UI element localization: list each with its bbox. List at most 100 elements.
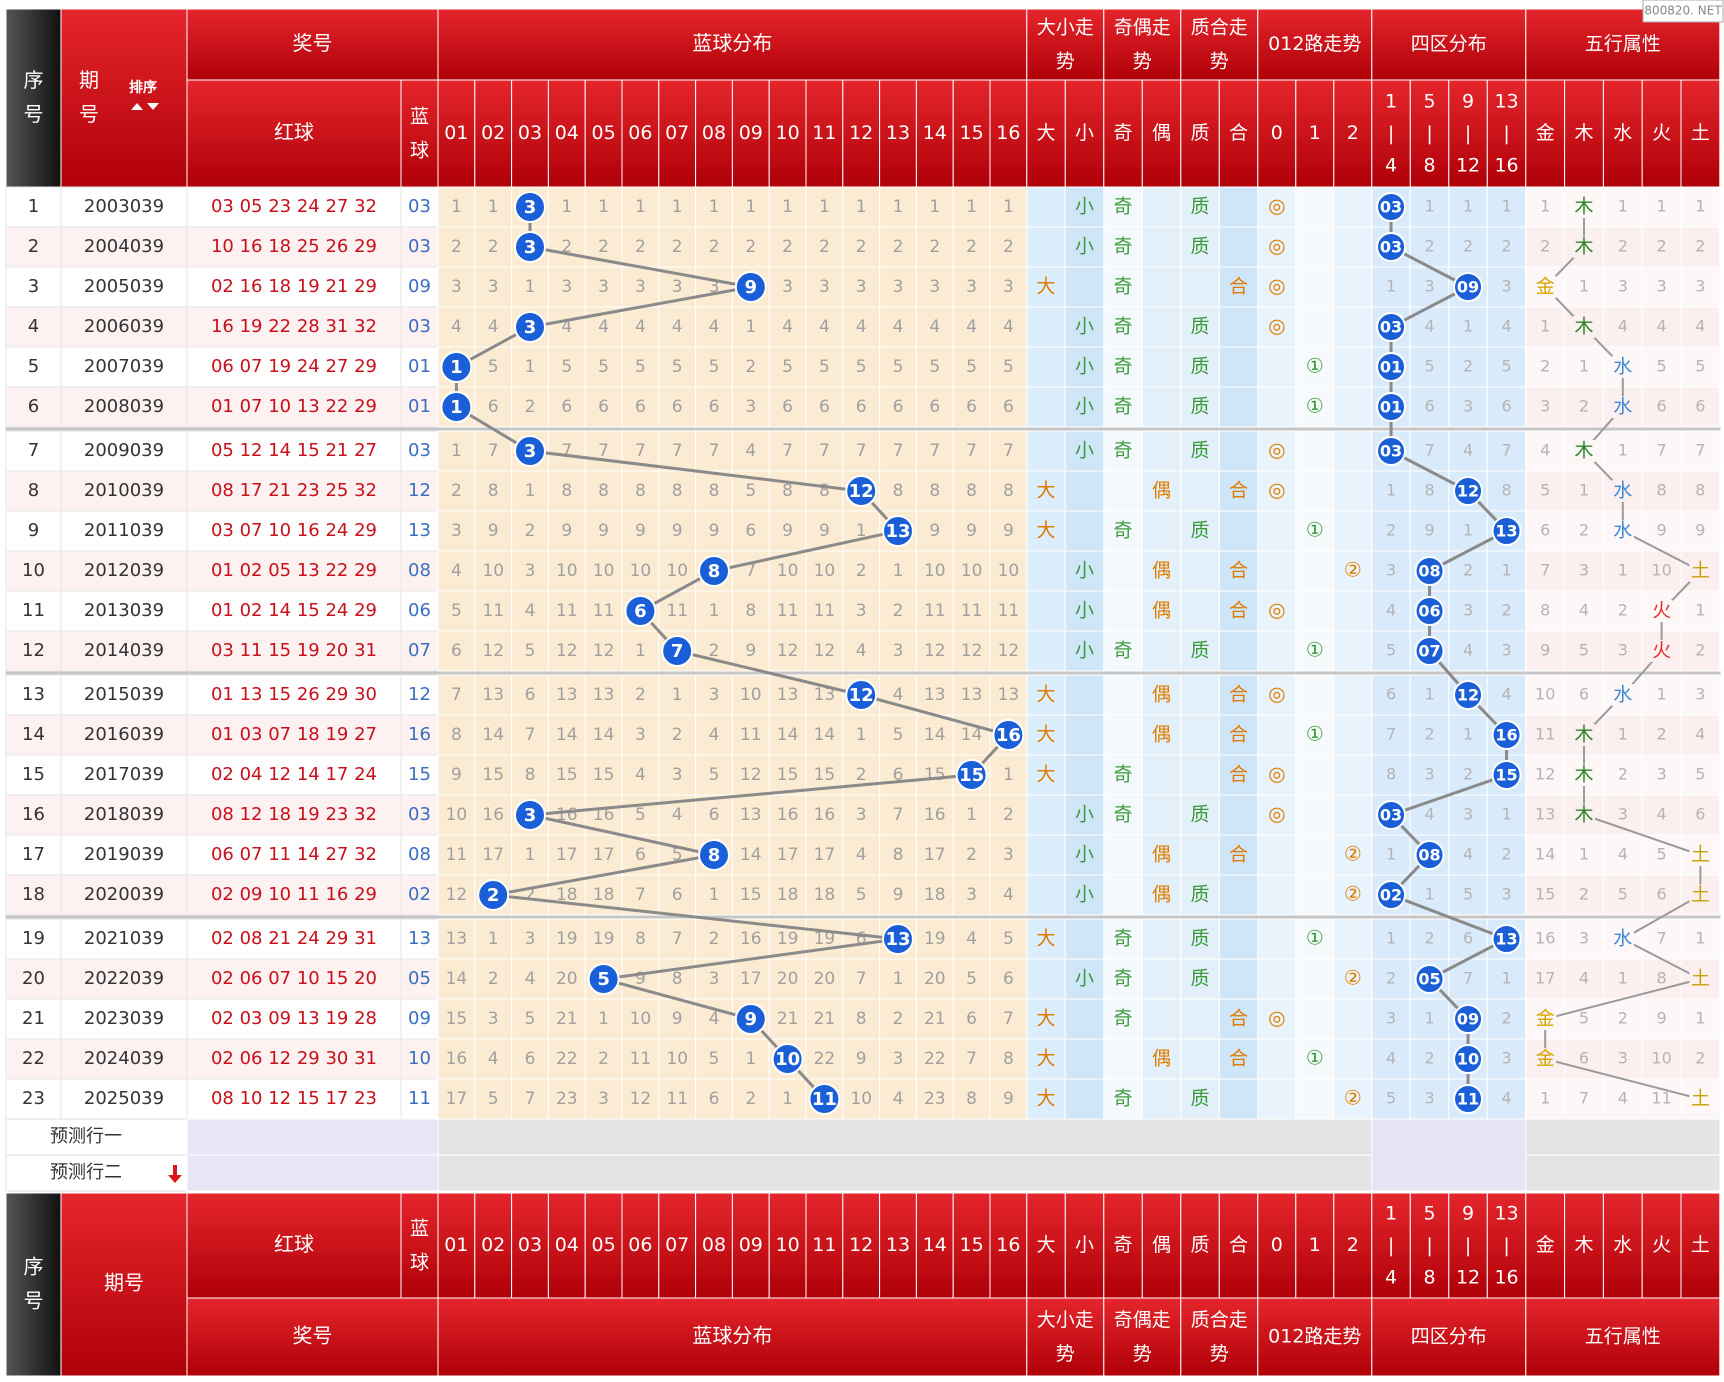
element-hit: 金 [1536, 1008, 1555, 1030]
predict-label[interactable]: 预测行一 [50, 1126, 122, 1147]
miss-count: 4 [893, 1089, 904, 1109]
miss-count: 8 [745, 601, 756, 621]
element-hit: 火 [1652, 600, 1671, 622]
element-cell [1680, 510, 1721, 552]
miss-cell [584, 674, 623, 716]
zone-cell [1486, 550, 1527, 592]
road-cell [1295, 470, 1335, 512]
zone-cell [1486, 346, 1527, 388]
parity-mark: 奇 [1114, 804, 1133, 826]
row-cell [60, 958, 188, 1000]
miss-cell [695, 1078, 733, 1120]
row-cell [60, 834, 188, 876]
road-cell [1257, 470, 1297, 512]
miss-cell [695, 430, 733, 472]
miss-count: 11 [998, 601, 1020, 621]
column-label: 偶 [1152, 1234, 1171, 1256]
element-miss: 4 [1540, 441, 1550, 460]
miss-cell [547, 674, 586, 716]
zone-miss: 2 [1463, 237, 1473, 256]
road-cell [1333, 754, 1373, 796]
element-bg [1573, 440, 1595, 462]
miss-cell [584, 266, 623, 308]
miss-count: 7 [598, 441, 609, 461]
miss-count: 5 [966, 969, 977, 989]
miss-count: 8 [672, 969, 683, 989]
element-cell [1641, 714, 1682, 756]
road-cell [1295, 674, 1335, 716]
row-cell [60, 1078, 188, 1120]
miss-cell [879, 958, 917, 1000]
column-label: 木 [1574, 1234, 1593, 1256]
trend-cell [1141, 998, 1182, 1040]
element-miss: 5 [1695, 357, 1705, 376]
element-bg [1611, 928, 1634, 950]
sort-button[interactable]: 排序 [129, 79, 157, 96]
element-bg [1611, 520, 1634, 542]
element-hit: 水 [1613, 928, 1632, 950]
trend-cell [1218, 918, 1259, 960]
miss-count: 19 [777, 929, 799, 949]
element-miss: 17 [1535, 969, 1555, 988]
miss-count: 11 [482, 601, 504, 621]
red-balls: 06 07 11 14 27 32 [211, 844, 377, 865]
miss-count: 5 [856, 357, 867, 377]
trend-cell [1218, 630, 1259, 672]
zone-miss: 1 [1501, 561, 1511, 580]
column-label: 09 [739, 1234, 763, 1256]
prime-mark: 质 [1191, 196, 1210, 218]
miss-count: 4 [709, 317, 720, 337]
element-cell [1525, 510, 1566, 552]
header-label: 蓝球 [410, 105, 429, 161]
miss-cell [731, 346, 770, 388]
blue-ball: 12 [408, 684, 431, 705]
element-cell [1602, 306, 1643, 348]
predict-label[interactable]: 预测行二 [50, 1162, 122, 1183]
miss-cell [437, 958, 476, 1000]
element-hit: 土 [1691, 844, 1710, 866]
miss-count: 1 [635, 197, 646, 217]
miss-count: 4 [1003, 885, 1014, 905]
road-mark: ② [1344, 558, 1362, 582]
miss-cell [768, 998, 807, 1040]
miss-count: 2 [709, 929, 720, 949]
element-hit: 木 [1574, 724, 1593, 746]
zone-cell [1448, 630, 1488, 672]
size-mark: 小 [1075, 396, 1094, 418]
miss-count: 7 [488, 441, 499, 461]
miss-count: 5 [893, 357, 904, 377]
miss-cell [915, 306, 954, 348]
miss-count: 10 [446, 805, 468, 825]
miss-count: 13 [446, 929, 468, 949]
miss-count: 4 [819, 317, 830, 337]
header-label: 序号 [24, 1254, 44, 1312]
miss-count: 6 [709, 397, 720, 417]
miss-count: 7 [893, 441, 904, 461]
miss-count: 14 [593, 725, 615, 745]
miss-count: 2 [966, 845, 977, 865]
miss-cell [842, 834, 881, 876]
road-cell [1333, 590, 1373, 632]
road-mark: ② [1344, 882, 1362, 906]
miss-cell [474, 266, 513, 308]
miss-count: 7 [929, 441, 940, 461]
header-cell [1103, 1297, 1182, 1377]
element-cell [1602, 998, 1643, 1040]
miss-count: 1 [488, 197, 499, 217]
element-miss: 2 [1695, 641, 1705, 660]
miss-cell [842, 266, 881, 308]
element-miss: 14 [1535, 845, 1555, 864]
miss-count: 3 [488, 277, 499, 297]
element-bg [1689, 884, 1712, 906]
row-cell [186, 346, 402, 388]
miss-cell [989, 918, 1028, 960]
miss-cell [915, 590, 954, 632]
element-miss: 1 [1579, 845, 1589, 864]
miss-count: 5 [893, 725, 904, 745]
miss-count: 18 [924, 885, 946, 905]
zone-miss: 3 [1424, 1089, 1434, 1108]
red-balls: 08 12 18 19 23 32 [211, 804, 377, 825]
sort-arrows[interactable] [131, 103, 159, 110]
road-cell [1333, 674, 1373, 716]
miss-cell [437, 266, 476, 308]
